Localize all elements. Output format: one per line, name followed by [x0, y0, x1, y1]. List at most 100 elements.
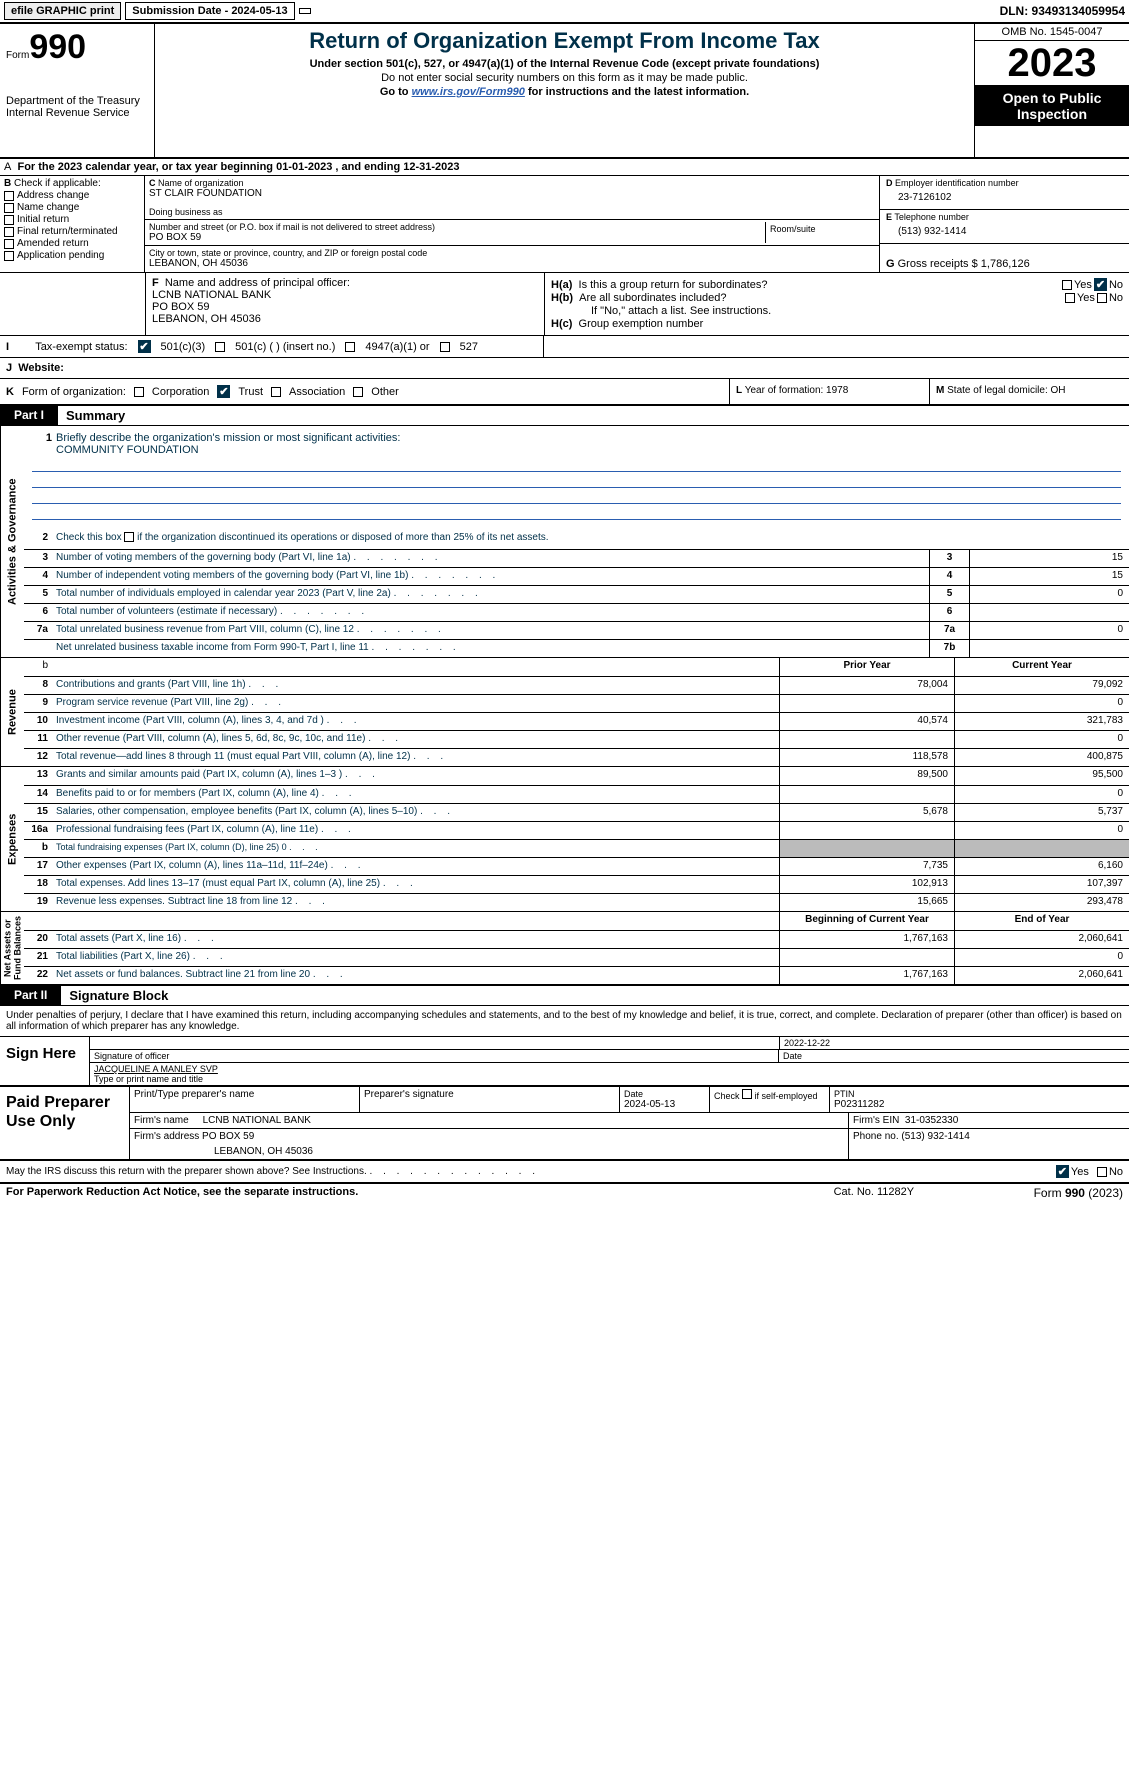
chk-amended[interactable] — [4, 239, 14, 249]
chk-initial[interactable] — [4, 215, 14, 225]
top-bar: efile GRAPHIC print Submission Date - 20… — [0, 0, 1129, 24]
chk-pending[interactable] — [4, 251, 14, 261]
city-state: LEBANON, OH 45036 — [149, 258, 875, 269]
ha-no-checked[interactable]: ✔ — [1094, 278, 1107, 291]
summary-row: 15Salaries, other compensation, employee… — [24, 803, 1129, 821]
signature-intro: Under penalties of perjury, I declare th… — [0, 1006, 1129, 1037]
summary-row: 3Number of voting members of the governi… — [24, 549, 1129, 567]
hb-no[interactable] — [1097, 293, 1107, 303]
officer-group-row: F Name and address of principal officer:… — [0, 273, 1129, 336]
entity-info: B Check if applicable: Address change Na… — [0, 176, 1129, 273]
summary-row: 18Total expenses. Add lines 13–17 (must … — [24, 875, 1129, 893]
summary-row: bTotal fundraising expenses (Part IX, co… — [24, 839, 1129, 857]
vert-governance: Activities & Governance — [0, 426, 24, 657]
summary-body: Activities & Governance 1Briefly describ… — [0, 426, 1129, 986]
subtitle-3: Go to www.irs.gov/Form990 for instructio… — [163, 86, 966, 98]
officer-name: JACQUELINE A MANLEY SVP — [94, 1064, 1125, 1074]
summary-row: 20Total assets (Part X, line 16) . . .1,… — [24, 930, 1129, 948]
chk-527[interactable] — [440, 342, 450, 352]
form-label: Form — [6, 50, 29, 61]
prior-year-header: Prior Year — [779, 658, 954, 676]
part2-header: Part II Signature Block — [0, 986, 1129, 1006]
section-b: B Check if applicable: Address change Na… — [0, 176, 145, 272]
department: Department of the Treasury Internal Reve… — [6, 95, 148, 119]
website-row: J Website: — [0, 358, 1129, 379]
irs-link[interactable]: www.irs.gov/Form990 — [412, 86, 525, 98]
summary-row: 17Other expenses (Part IX, column (A), l… — [24, 857, 1129, 875]
sign-here-block: Sign Here 2022-12-22 Signature of office… — [0, 1037, 1129, 1087]
summary-row: 22Net assets or fund balances. Subtract … — [24, 966, 1129, 984]
chk-501c[interactable] — [215, 342, 225, 352]
mission-text: COMMUNITY FOUNDATION — [32, 444, 1121, 456]
summary-row: 9Program service revenue (Part VIII, lin… — [24, 694, 1129, 712]
vert-revenue: Revenue — [0, 658, 24, 766]
chk-trust[interactable]: ✔ — [217, 385, 230, 398]
chk-discontinued[interactable] — [124, 532, 134, 542]
summary-row: 4Number of independent voting members of… — [24, 567, 1129, 585]
summary-row: 6Total number of volunteers (estimate if… — [24, 603, 1129, 621]
period-row: A For the 2023 calendar year, or tax yea… — [0, 159, 1129, 176]
ein: 23-7126102 — [886, 188, 1123, 207]
summary-row: 10Investment income (Part VIII, column (… — [24, 712, 1129, 730]
chk-name-change[interactable] — [4, 203, 14, 213]
summary-row: 11Other revenue (Part VIII, column (A), … — [24, 730, 1129, 748]
tax-exempt-row: I Tax-exempt status: ✔501(c)(3) 501(c) (… — [0, 336, 544, 357]
form-number: 990 — [29, 28, 86, 66]
end-year-header: End of Year — [954, 912, 1129, 930]
form-header: Form990 Department of the Treasury Inter… — [0, 24, 1129, 159]
discuss-yes[interactable]: ✔ — [1056, 1165, 1069, 1178]
section-h: H(a) Is this a group return for subordin… — [545, 273, 1129, 335]
chk-self-employed[interactable] — [742, 1089, 752, 1099]
tax-year: 2023 — [975, 41, 1129, 86]
phone: (513) 932-1414 — [886, 222, 1123, 241]
chk-other[interactable] — [353, 387, 363, 397]
summary-row: 16aProfessional fundraising fees (Part I… — [24, 821, 1129, 839]
firm-ein: 31-0352330 — [905, 1115, 958, 1126]
footer: For Paperwork Reduction Act Notice, see … — [0, 1184, 1129, 1202]
dln: DLN: 93493134059954 — [1000, 4, 1125, 18]
vert-netassets: Net Assets or Fund Balances — [0, 912, 24, 984]
discuss-row: May the IRS discuss this return with the… — [0, 1161, 1129, 1184]
hb-yes[interactable] — [1065, 293, 1075, 303]
address: PO BOX 59 — [149, 232, 765, 243]
state-domicile: M State of legal domicile: OH — [929, 379, 1129, 404]
firm-phone: (513) 932-1414 — [901, 1131, 969, 1142]
summary-row: 7aTotal unrelated business revenue from … — [24, 621, 1129, 639]
org-form-row: K Form of organization: Corporation ✔Tru… — [0, 379, 1129, 406]
chk-final[interactable] — [4, 227, 14, 237]
open-public: Open to Public Inspection — [975, 86, 1129, 126]
chk-corp[interactable] — [134, 387, 144, 397]
chk-501c3[interactable]: ✔ — [138, 340, 151, 353]
part1-header: Part I Summary — [0, 406, 1129, 426]
submission-date: Submission Date - 2024-05-13 — [125, 2, 294, 20]
chk-address-change[interactable] — [4, 191, 14, 201]
ptin: P02311282 — [834, 1099, 1125, 1110]
section-d: D Employer identification number 23-7126… — [879, 176, 1129, 272]
subtitle-2: Do not enter social security numbers on … — [163, 72, 966, 84]
summary-row: 8Contributions and grants (Part VIII, li… — [24, 676, 1129, 694]
current-year-header: Current Year — [954, 658, 1129, 676]
form-title: Return of Organization Exempt From Incom… — [163, 28, 966, 54]
vert-expenses: Expenses — [0, 767, 24, 911]
chk-assoc[interactable] — [271, 387, 281, 397]
section-f: F Name and address of principal officer:… — [145, 273, 545, 335]
year-formation: L Year of formation: 1978 — [729, 379, 929, 404]
begin-year-header: Beginning of Current Year — [779, 912, 954, 930]
omb-number: OMB No. 1545-0047 — [975, 24, 1129, 41]
section-c: C Name of organization ST CLAIR FOUNDATI… — [145, 176, 879, 272]
summary-row: 12Total revenue—add lines 8 through 11 (… — [24, 748, 1129, 766]
chk-4947[interactable] — [345, 342, 355, 352]
paid-preparer-block: Paid Preparer Use Only Print/Type prepar… — [0, 1087, 1129, 1161]
summary-row: Net unrelated business taxable income fr… — [24, 639, 1129, 657]
firm-name: LCNB NATIONAL BANK — [203, 1115, 311, 1126]
discuss-no[interactable] — [1097, 1167, 1107, 1177]
gross-receipts: 1,786,126 — [981, 258, 1030, 270]
summary-row: 19Revenue less expenses. Subtract line 1… — [24, 893, 1129, 911]
subtitle-1: Under section 501(c), 527, or 4947(a)(1)… — [163, 58, 966, 70]
efile-button[interactable]: efile GRAPHIC print — [4, 2, 121, 20]
summary-row: 5Total number of individuals employed in… — [24, 585, 1129, 603]
ha-yes[interactable] — [1062, 280, 1072, 290]
summary-row: 14Benefits paid to or for members (Part … — [24, 785, 1129, 803]
summary-row: 21Total liabilities (Part X, line 26) . … — [24, 948, 1129, 966]
summary-row: 13Grants and similar amounts paid (Part … — [24, 767, 1129, 785]
